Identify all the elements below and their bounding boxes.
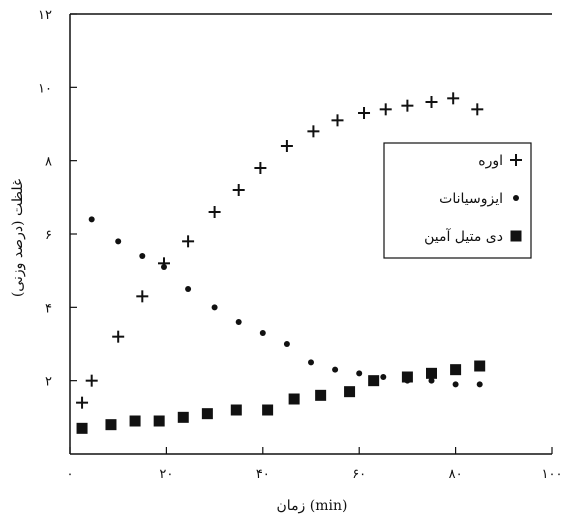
- legend-marker-square: [510, 230, 522, 242]
- data-points: [76, 92, 486, 434]
- square-point: [288, 393, 300, 405]
- dot-point: [332, 366, 339, 373]
- square-point: [76, 422, 88, 434]
- y-tick-label: ۴: [45, 301, 52, 316]
- plus-point: [307, 125, 320, 138]
- legend-label: دی متیل آمین: [424, 228, 503, 245]
- plus-point: [425, 96, 438, 108]
- dot-point: [160, 264, 167, 270]
- square-point: [129, 415, 141, 427]
- x-tick-label: ۸۰: [449, 467, 463, 482]
- y-tick-label: ۶: [45, 228, 52, 243]
- series-plus: [76, 92, 484, 409]
- plus-point: [358, 107, 371, 119]
- dot-point: [428, 377, 435, 384]
- dot-point: [211, 304, 218, 311]
- plus-point: [254, 162, 267, 174]
- y-tick-label: ۸: [45, 155, 52, 170]
- square-point: [450, 364, 462, 376]
- dot-point: [235, 319, 242, 325]
- square-point: [153, 415, 165, 427]
- square-point: [474, 360, 486, 372]
- plus-point: [447, 92, 460, 105]
- series-square: [76, 360, 486, 434]
- x-tick-label: ۶۰: [352, 467, 366, 482]
- square-point: [401, 371, 413, 383]
- x-tick-label: ۲۰: [159, 467, 173, 482]
- plus-point: [85, 374, 98, 387]
- plus-point: [182, 235, 195, 248]
- legend-marker-plus: [510, 154, 522, 166]
- dot-point: [283, 341, 290, 347]
- x-tick-label: ۰: [67, 467, 74, 482]
- dot-point: [185, 286, 192, 292]
- plus-point: [136, 290, 149, 303]
- square-point: [344, 386, 356, 398]
- x-tick-label: ۱۰۰: [542, 467, 562, 482]
- legend-box: [383, 142, 532, 259]
- plus-point: [280, 140, 293, 152]
- plus-point: [232, 184, 245, 196]
- plus-point: [471, 103, 484, 116]
- x-tick-label: ۴۰: [256, 467, 270, 482]
- square-point: [201, 408, 213, 420]
- x-axis-title: زمان (min): [277, 498, 348, 514]
- legend-label: اوره: [478, 153, 503, 169]
- plus-point: [76, 396, 89, 409]
- dot-point: [356, 370, 363, 377]
- dot-point: [308, 359, 314, 366]
- plus-point: [331, 114, 344, 127]
- square-point: [315, 389, 327, 401]
- legend: اوره ایزوسیانات دی متیل آمین: [383, 142, 532, 259]
- dot-point: [88, 216, 95, 223]
- square-point: [230, 404, 242, 416]
- y-tick-label: ۱۲: [38, 8, 52, 23]
- square-point: [368, 375, 380, 387]
- y-axis-title: غلظت (درصد وزنی): [10, 179, 26, 297]
- plus-point: [208, 206, 221, 218]
- plus-point: [401, 99, 414, 112]
- square-point: [177, 411, 189, 423]
- dot-point: [139, 253, 146, 259]
- y-axis-ticks: ۲ ۴ ۶ ۸ ۱۰ ۱۲: [38, 8, 77, 390]
- x-axis-ticks: ۰ ۲۰ ۴۰ ۶۰ ۸۰ ۱۰۰: [67, 447, 562, 482]
- dot-point: [115, 238, 122, 245]
- dot-point: [476, 381, 483, 388]
- legend-label: ایزوسیانات: [439, 191, 503, 207]
- square-point: [262, 404, 274, 416]
- legend-marker-dot: [513, 195, 519, 201]
- y-tick-label: ۲: [45, 375, 52, 390]
- square-point: [105, 419, 117, 431]
- dot-point: [452, 381, 459, 388]
- dot-point: [259, 330, 266, 336]
- plus-point: [379, 103, 392, 116]
- y-tick-label: ۱۰: [38, 81, 52, 96]
- square-point: [426, 367, 437, 379]
- dot-point: [380, 374, 387, 380]
- plus-point: [112, 330, 125, 343]
- series-dot: [88, 216, 483, 388]
